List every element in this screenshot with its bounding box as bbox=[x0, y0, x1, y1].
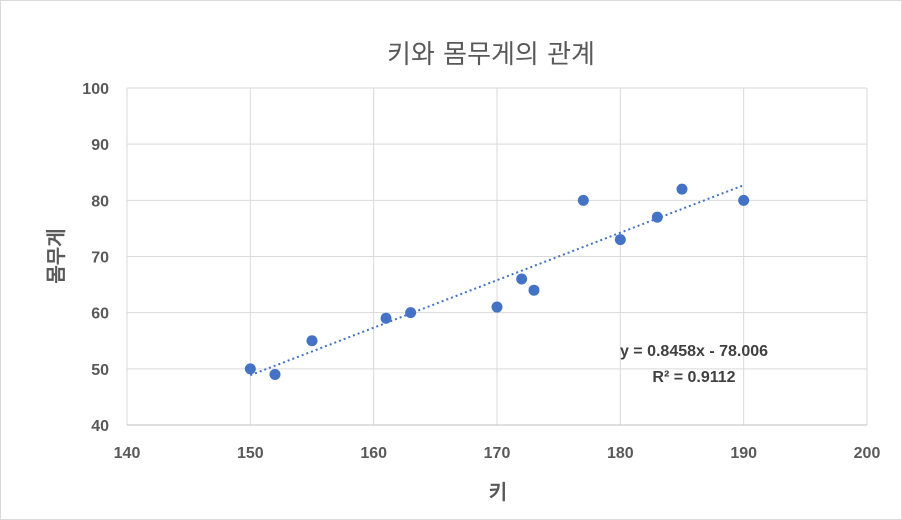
y-tick-label: 80 bbox=[91, 193, 109, 210]
gridlines bbox=[126, 87, 868, 426]
data-point bbox=[380, 312, 392, 324]
trendline-equation: y = 0.8458x - 78.006 bbox=[620, 343, 768, 360]
y-axis-title: 몸무게 bbox=[44, 228, 68, 283]
tick-labels: 140 150 160 170 180 190 200 40 50 60 70 80 90 100 bbox=[82, 81, 880, 462]
data-point bbox=[577, 194, 589, 206]
x-tick-label: 190 bbox=[730, 445, 757, 462]
trendline-r-squared: R² = 0.9112 bbox=[652, 369, 735, 386]
x-tick-label: 140 bbox=[114, 445, 141, 462]
chart-title: 키와 몸무게의 관계 bbox=[387, 40, 595, 70]
y-tick-label: 70 bbox=[91, 250, 109, 267]
x-tick-label: 200 bbox=[854, 445, 881, 462]
y-tick-label: 60 bbox=[91, 306, 109, 323]
x-axis-title: 키 bbox=[489, 480, 507, 504]
data-point bbox=[614, 234, 626, 246]
data-point bbox=[651, 211, 663, 223]
x-tick-label: 180 bbox=[607, 445, 634, 462]
data-point bbox=[491, 301, 503, 313]
x-tick-label: 160 bbox=[360, 445, 387, 462]
y-tick-label: 90 bbox=[91, 137, 109, 154]
y-tick-label: 50 bbox=[91, 362, 109, 379]
data-point bbox=[244, 363, 256, 375]
data-point bbox=[306, 335, 318, 347]
data-point bbox=[676, 183, 688, 195]
data-point bbox=[405, 307, 417, 319]
y-tick-label: 100 bbox=[82, 81, 109, 98]
data-point bbox=[738, 194, 750, 206]
data-points bbox=[244, 183, 750, 380]
data-point bbox=[528, 284, 540, 296]
x-tick-label: 170 bbox=[484, 445, 511, 462]
x-tick-label: 150 bbox=[237, 445, 264, 462]
y-tick-label: 40 bbox=[91, 418, 109, 435]
data-point bbox=[516, 273, 528, 285]
data-point bbox=[269, 368, 281, 380]
